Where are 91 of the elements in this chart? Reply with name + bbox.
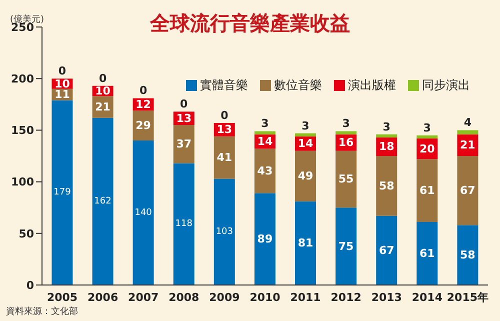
bar [132,140,154,285]
data-label: 75 [338,240,354,253]
data-label: 118 [175,219,193,230]
bar [376,134,398,138]
data-label: 58 [460,248,476,262]
bar [336,208,357,285]
bar [254,148,276,194]
bar [173,125,194,164]
bar [416,135,438,138]
data-label: 3 [423,121,431,134]
bar [295,133,316,136]
x-tick-label: 2007 [128,290,159,304]
chart-title: 全球流行音樂產業收益 [150,11,350,35]
data-label: 14 [298,137,314,150]
x-tick-label: 2012 [330,290,362,304]
data-label: 12 [136,98,151,111]
y-tick-label: 200 [11,72,34,86]
legend-label: 實體音樂 [199,77,248,94]
data-label: 3 [261,117,269,130]
data-label: 162 [94,196,112,206]
data-label: 43 [257,164,273,178]
data-label: 89 [257,232,273,246]
bar [173,163,194,285]
legend-label: 數位音樂 [273,77,322,94]
bar [457,130,478,134]
bar [416,159,438,222]
data-label: 61 [419,184,435,198]
data-label: 20 [419,142,436,156]
bar [336,131,357,134]
data-label: 0 [180,98,188,111]
bar [254,131,276,134]
y-tick-label: 0 [26,278,34,292]
x-tick-label: 2010 [250,290,281,304]
data-label: 10 [95,84,111,98]
x-tick-label: 2011 [290,290,321,304]
x-tick-label: 2014 [412,290,443,304]
data-label: 140 [134,208,152,218]
data-label: 0 [220,108,229,122]
data-label: 41 [216,151,232,164]
x-tick-label: 2005 [46,290,78,304]
data-label: 37 [176,138,192,151]
legend-label: 演出版權 [347,77,396,94]
data-label: 58 [378,179,394,192]
legend-label: 同步演出 [421,77,470,94]
bar [416,222,438,285]
data-label: 55 [338,172,354,186]
data-label: 103 [216,226,234,237]
bar [214,178,235,285]
data-label: 0 [98,72,107,85]
bar [214,136,235,179]
data-label: 67 [460,184,476,198]
data-label: 67 [378,244,394,257]
x-tick-label: 2006 [88,290,118,304]
data-label: 61 [419,247,435,260]
y-tick-label: 100 [11,176,34,189]
data-label: 16 [338,136,354,150]
x-tick-label: 2015年 [446,290,489,304]
bar [457,225,478,285]
bar [295,201,316,285]
x-tick-label: 2013 [371,290,402,304]
data-label: 3 [342,117,350,130]
data-label: 0 [58,64,66,78]
bar [92,118,114,285]
bar [457,156,478,226]
data-label: 29 [136,119,151,132]
bar [336,150,357,208]
data-label: 21 [95,100,110,114]
x-tick-label: 2008 [168,290,200,304]
data-label: 0 [139,84,148,98]
data-label: 21 [460,138,476,152]
bar [376,216,398,285]
data-label: 18 [378,140,394,154]
data-label: 81 [298,236,314,250]
source-note: 資料來源：文化部 [6,306,78,318]
data-label: 179 [54,188,72,198]
bar [254,193,276,285]
bar [376,156,398,216]
y-tick-label: 150 [11,124,34,138]
data-label: 3 [302,119,310,132]
y-tick-label: 50 [18,227,34,240]
data-label: 11 [54,88,70,102]
data-label: 10 [54,77,70,90]
data-label: 13 [216,123,232,136]
data-label: 49 [298,170,314,183]
bar [295,150,316,202]
data-label: 14 [257,135,273,148]
data-label: 3 [382,120,390,134]
x-tick-label: 2009 [209,290,240,304]
data-label: 13 [176,112,192,125]
bar [52,100,73,285]
data-label: 4 [464,116,472,130]
